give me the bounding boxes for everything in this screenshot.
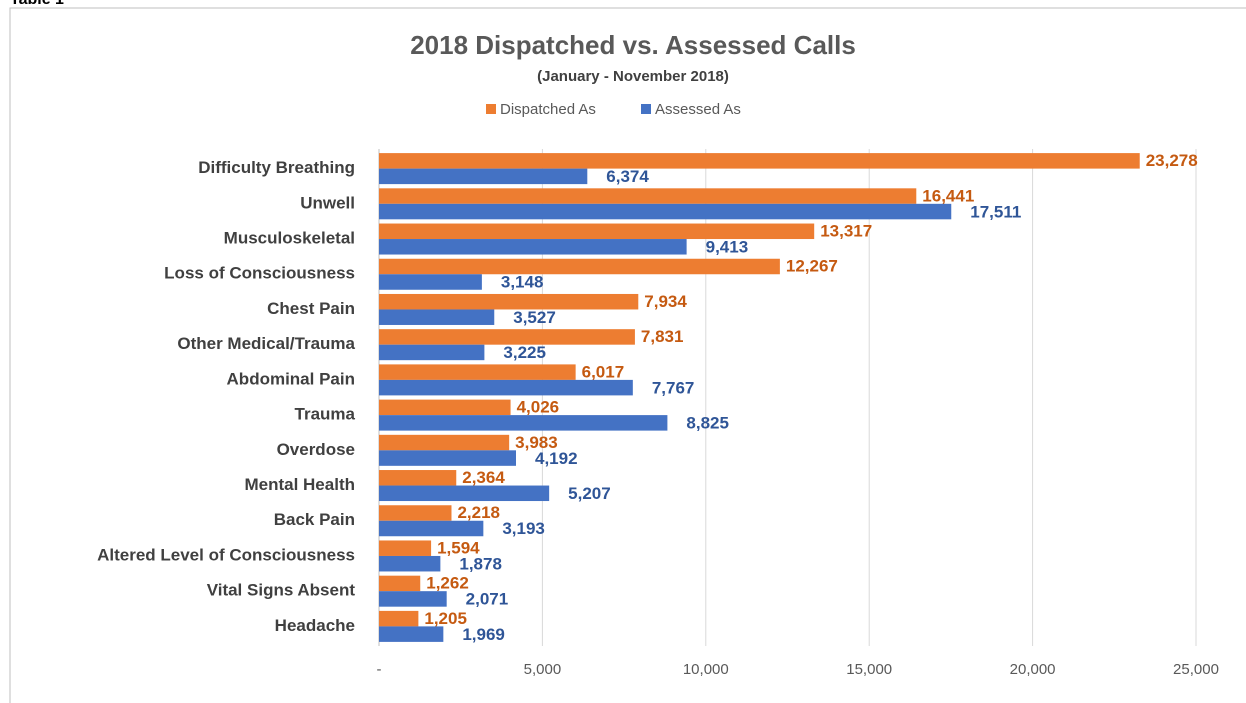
data-label: 6,017 (582, 362, 625, 381)
data-label: 16,441 (922, 186, 974, 205)
bar (379, 520, 484, 537)
bar (379, 223, 815, 240)
frame (9, 7, 1246, 703)
y-tick-label: Loss of Consciousness (164, 264, 355, 283)
y-tick-label: Abdominal Pain (227, 369, 355, 388)
y-tick-label: Back Pain (274, 510, 355, 529)
data-label: 13,317 (820, 222, 872, 241)
y-tick-label: Chest Pain (267, 299, 355, 318)
bar (379, 329, 635, 345)
bar (379, 188, 917, 204)
bar (379, 203, 952, 220)
data-label: 7,767 (652, 378, 695, 397)
data-label: 9,413 (706, 238, 749, 257)
y-tick-label: Difficulty Breathing (198, 158, 355, 177)
y-tick-label: Headache (275, 616, 355, 635)
bar (379, 153, 1140, 169)
y-tick-label: Trauma (295, 405, 356, 424)
data-label: 3,225 (503, 343, 546, 362)
y-tick-label: Overdose (277, 440, 355, 459)
bar (379, 309, 495, 325)
bar (379, 379, 633, 396)
x-tick-label: 20,000 (1010, 661, 1056, 678)
bar (379, 258, 780, 275)
legend-label: Assessed As (655, 101, 741, 118)
y-tick-label: Altered Level of Consciousness (97, 545, 355, 564)
chart-subtitle: (January - November 2018) (537, 68, 729, 85)
data-label: 8,825 (686, 414, 729, 433)
bar (379, 540, 432, 556)
data-label: 1,205 (424, 609, 467, 628)
y-tick-label: Vital Signs Absent (207, 581, 356, 600)
x-tick-label: 5,000 (524, 661, 562, 678)
data-label: 1,878 (459, 554, 502, 573)
bar (379, 485, 550, 502)
y-tick-label: Unwell (300, 193, 355, 212)
x-tick-label: - (377, 661, 382, 678)
data-label: 23,278 (1146, 151, 1198, 170)
y-tick-label: Mental Health (244, 475, 355, 494)
bar (379, 555, 441, 572)
legend-swatch (486, 104, 496, 114)
data-label: 2,218 (457, 503, 500, 522)
bar (379, 450, 516, 466)
data-label: 2,071 (466, 590, 509, 609)
y-tick-label: Other Medical/Trauma (177, 334, 355, 353)
data-label: 12,267 (786, 257, 838, 276)
bar (379, 364, 576, 380)
data-label: 1,969 (462, 625, 505, 644)
bar (379, 626, 444, 642)
chart-title: 2018 Dispatched vs. Assessed Calls (410, 30, 856, 60)
data-label: 7,934 (644, 292, 687, 311)
bar (379, 575, 421, 592)
bar (379, 239, 687, 255)
data-label: 4,192 (535, 449, 578, 468)
legend-swatch (641, 104, 651, 114)
y-tick-label: Musculoskeletal (224, 229, 355, 248)
bar (379, 505, 452, 521)
data-label: 17,511 (970, 202, 1021, 221)
data-label: 6,374 (606, 167, 649, 186)
bar (379, 591, 447, 607)
x-tick-label: 15,000 (846, 661, 892, 678)
bar (379, 399, 511, 416)
bar (379, 415, 668, 431)
bar (379, 434, 510, 451)
legend-label: Dispatched As (500, 101, 596, 118)
data-label: 4,026 (517, 398, 560, 417)
data-label: 2,364 (462, 468, 505, 487)
caption: Table 1 (10, 0, 64, 8)
data-label: 3,983 (515, 433, 558, 452)
bar (379, 470, 457, 486)
data-label: 7,831 (641, 327, 684, 346)
data-label: 3,527 (513, 308, 556, 327)
bar (379, 610, 419, 627)
data-label: 3,148 (501, 273, 544, 292)
data-label: 5,207 (568, 484, 611, 503)
data-label: 1,594 (437, 538, 480, 557)
bar (379, 293, 639, 310)
data-label: 1,262 (426, 574, 469, 593)
data-label: 3,193 (502, 519, 545, 538)
bar (379, 344, 485, 361)
bar (379, 168, 588, 185)
x-tick-label: 25,000 (1173, 661, 1219, 678)
bar (379, 274, 482, 290)
x-tick-label: 10,000 (683, 661, 729, 678)
